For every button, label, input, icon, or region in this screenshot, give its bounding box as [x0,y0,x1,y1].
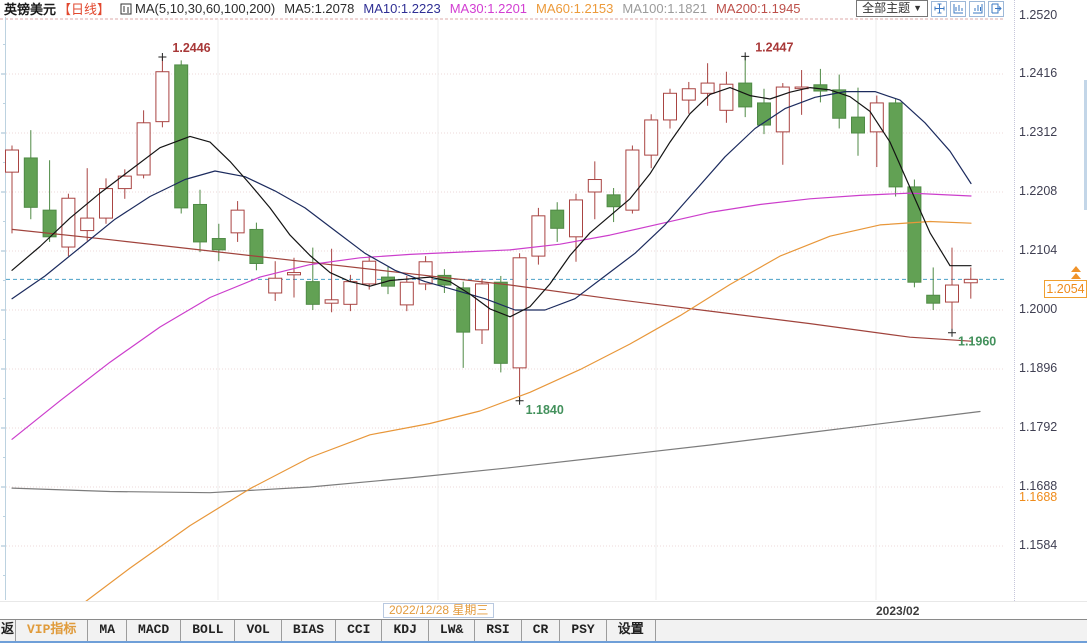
ma-legend-item: MA10:1.2223 [363,1,441,16]
toolbar-tab[interactable]: VIP指标 [16,620,89,641]
price-axis-label: 1.1792 [1019,420,1058,435]
ma-legend-item: MA200:1.1945 [715,1,801,16]
svg-text:1.1840: 1.1840 [526,403,564,417]
ma-legend-item: MA60:1.2153 [536,1,614,16]
toolbar-tab[interactable]: KDJ [382,620,429,641]
theme-select-button[interactable]: 全部主题 ▼ [856,0,928,17]
price-axis-label: 1.2416 [1019,66,1058,81]
toolbar-tab[interactable]: RSI [475,620,522,641]
toolbar-tab[interactable]: CCI [336,620,383,641]
svg-text:1.1960: 1.1960 [958,335,996,349]
pan-icon[interactable] [931,0,947,17]
scale-out-icon[interactable] [950,0,966,17]
ma-legend-item: MA100:1.1821 [622,1,707,16]
toolbar-tab[interactable]: VOL [235,620,282,641]
page-right-icon[interactable] [988,0,1004,17]
toolbar-tab[interactable]: CR [522,620,561,641]
current-price-tag: 1.2054 [1044,280,1087,299]
toolbar-tab[interactable]: LW& [429,620,476,641]
month-label: 2023/02 [876,604,920,618]
price-axis-label: 1.2000 [1019,302,1058,317]
price-axis-label: 1.1688 [1019,479,1058,494]
axis-scrollbar[interactable] [1084,80,1087,210]
theme-select-label: 全部主题 [862,1,911,15]
toolbar-tab[interactable]: PSY [560,620,607,641]
symbol-name: 英镑美元 [4,2,57,17]
toolbar-tab[interactable]: BOLL [181,620,236,641]
price-up-arrows-icon [1071,266,1081,280]
year-low-label: 1.1688 [1019,489,1058,504]
toolbar-tab[interactable]: MA [88,620,128,641]
window-edge [0,641,1087,643]
svg-text:1.2447: 1.2447 [755,40,793,54]
toolbar-tab[interactable]: 返 [0,620,16,641]
ma-legend: MA5:1.2078 MA10:1.2223 MA30:1.2201 MA60:1.2… [275,1,800,16]
legend-bar: 英镑美元 【日线】 MA(5,10,30,60,100,200) MA5:1.2… [0,0,1004,17]
ma-group-label: MA(5,10,30,60,100,200) [135,1,276,16]
date-axis: 2022/12/28 星期三 2023/02 [0,601,1087,619]
period-label: 【日线】 [58,2,111,17]
indicator-toolbar: 返 VIP指标 MA MACD BOLL VOL BIAS CCI KDJ LW& RSI CR PSY… [0,619,1087,641]
price-axis-label: 1.2104 [1019,243,1058,258]
price-axis-label: 1.2208 [1019,184,1058,199]
candlestick-chart-icon [120,3,132,15]
price-axis-label: 1.1896 [1019,361,1058,376]
ma-legend-item: MA5:1.2078 [284,1,355,16]
price-axis-label: 1.1584 [1019,538,1058,553]
svg-text:1.2446: 1.2446 [172,41,210,55]
selected-date-label: 2022/12/28 星期三 [383,603,495,618]
price-axis[interactable]: 1.2520 1.2416 1.2312 1.2208 1.2104 1.2000 1.18… [1014,0,1087,601]
ma-legend-item: MA30:1.2201 [449,1,528,16]
toolbar-tab[interactable]: BIAS [282,620,337,641]
scale-in-icon[interactable] [969,0,985,17]
candlestick-chart[interactable]: 1.2446 1.2447 1.1840 1.1960 [0,0,1087,601]
toolbar-tab[interactable]: MACD [127,620,182,641]
price-axis-label: 1.2312 [1019,125,1058,140]
toolbar-tab[interactable]: 设置 [607,620,656,641]
price-axis-label: 1.2520 [1019,7,1058,22]
chevron-down-icon: ▼ [913,3,922,13]
